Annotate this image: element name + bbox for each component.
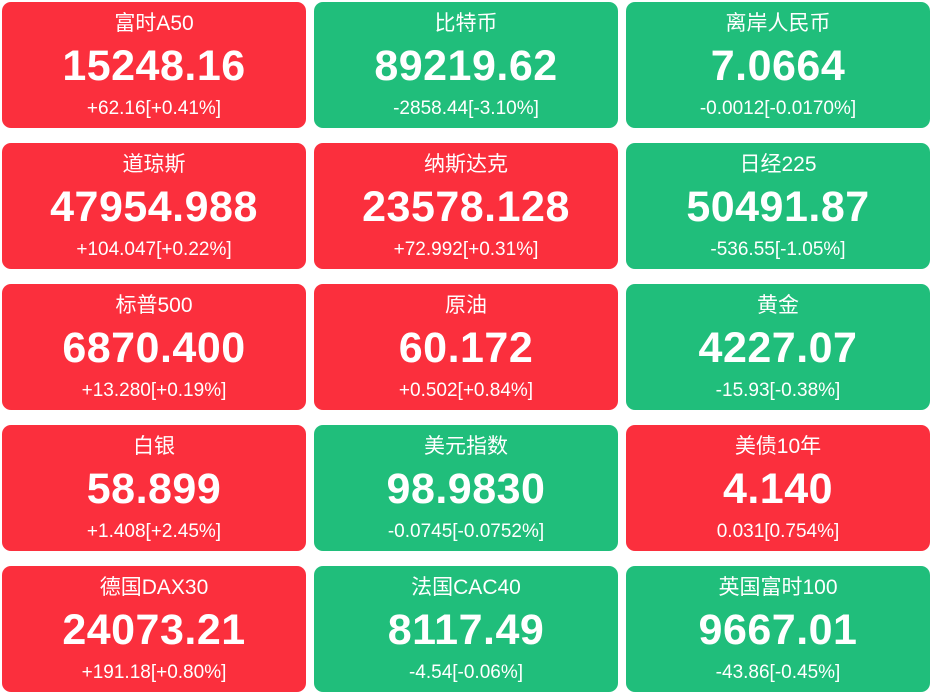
market-name: 白银 <box>133 434 175 458</box>
market-change: -4.54[-0.06%] <box>408 661 524 683</box>
market-price: 15248.16 <box>62 41 246 90</box>
market-change: -15.93[-0.38%] <box>715 379 841 401</box>
market-tile[interactable]: 标普500 6870.400 +13.280[+0.19%] <box>2 284 306 410</box>
market-tile[interactable]: 黄金 4227.07 -15.93[-0.38%] <box>626 284 930 410</box>
market-price: 60.172 <box>398 323 534 372</box>
market-price: 23578.128 <box>362 182 570 231</box>
market-name: 法国CAC40 <box>411 575 521 599</box>
market-change: -43.86[-0.45%] <box>715 661 841 683</box>
market-change: -536.55[-1.05%] <box>710 238 846 260</box>
market-change: +72.992[+0.31%] <box>393 238 539 260</box>
market-tile[interactable]: 道琼斯 47954.988 +104.047[+0.22%] <box>2 143 306 269</box>
market-name: 富时A50 <box>114 11 194 35</box>
market-tile[interactable]: 美元指数 98.9830 -0.0745[-0.0752%] <box>314 425 618 551</box>
market-tile[interactable]: 纳斯达克 23578.128 +72.992[+0.31%] <box>314 143 618 269</box>
market-price: 98.9830 <box>386 464 546 513</box>
market-price: 58.899 <box>86 464 222 513</box>
market-price: 24073.21 <box>62 605 246 654</box>
market-price: 4227.07 <box>698 323 858 372</box>
market-change: +62.16[+0.41%] <box>86 97 222 119</box>
market-price: 7.0664 <box>710 41 846 90</box>
market-name: 比特币 <box>434 11 498 35</box>
market-name: 美元指数 <box>424 434 508 458</box>
market-price: 47954.988 <box>50 182 258 231</box>
market-name: 美债10年 <box>734 434 822 458</box>
market-tile[interactable]: 原油 60.172 +0.502[+0.84%] <box>314 284 618 410</box>
market-change: +1.408[+2.45%] <box>86 520 222 542</box>
market-name: 原油 <box>445 293 487 317</box>
market-tile[interactable]: 离岸人民币 7.0664 -0.0012[-0.0170%] <box>626 2 930 128</box>
market-change: -2858.44[-3.10%] <box>393 97 539 119</box>
market-name: 道琼斯 <box>122 152 186 176</box>
market-tile[interactable]: 白银 58.899 +1.408[+2.45%] <box>2 425 306 551</box>
market-name: 标普500 <box>115 293 193 317</box>
market-price: 89219.62 <box>374 41 558 90</box>
market-tile[interactable]: 法国CAC40 8117.49 -4.54[-0.06%] <box>314 566 618 692</box>
market-tile[interactable]: 日经225 50491.87 -536.55[-1.05%] <box>626 143 930 269</box>
market-price: 9667.01 <box>698 605 858 654</box>
market-change: -0.0745[-0.0752%] <box>387 520 545 542</box>
market-change: -0.0012[-0.0170%] <box>699 97 857 119</box>
market-tile[interactable]: 英国富时100 9667.01 -43.86[-0.45%] <box>626 566 930 692</box>
market-change: +191.18[+0.80%] <box>81 661 227 683</box>
market-change: +104.047[+0.22%] <box>76 238 232 260</box>
market-change: 0.031[0.754%] <box>716 520 840 542</box>
market-price: 8117.49 <box>387 605 545 654</box>
market-name: 英国富时100 <box>718 575 838 599</box>
market-name: 纳斯达克 <box>424 152 508 176</box>
market-name: 日经225 <box>739 152 817 176</box>
market-price: 4.140 <box>722 464 834 513</box>
market-tile[interactable]: 美债10年 4.140 0.031[0.754%] <box>626 425 930 551</box>
market-price: 6870.400 <box>62 323 246 372</box>
market-change: +0.502[+0.84%] <box>398 379 534 401</box>
market-name: 离岸人民币 <box>725 11 831 35</box>
market-tile[interactable]: 富时A50 15248.16 +62.16[+0.41%] <box>2 2 306 128</box>
market-tile[interactable]: 德国DAX30 24073.21 +191.18[+0.80%] <box>2 566 306 692</box>
market-name: 德国DAX30 <box>99 575 209 599</box>
market-tile[interactable]: 比特币 89219.62 -2858.44[-3.10%] <box>314 2 618 128</box>
market-change: +13.280[+0.19%] <box>81 379 227 401</box>
market-price: 50491.87 <box>686 182 870 231</box>
market-name: 黄金 <box>757 293 799 317</box>
